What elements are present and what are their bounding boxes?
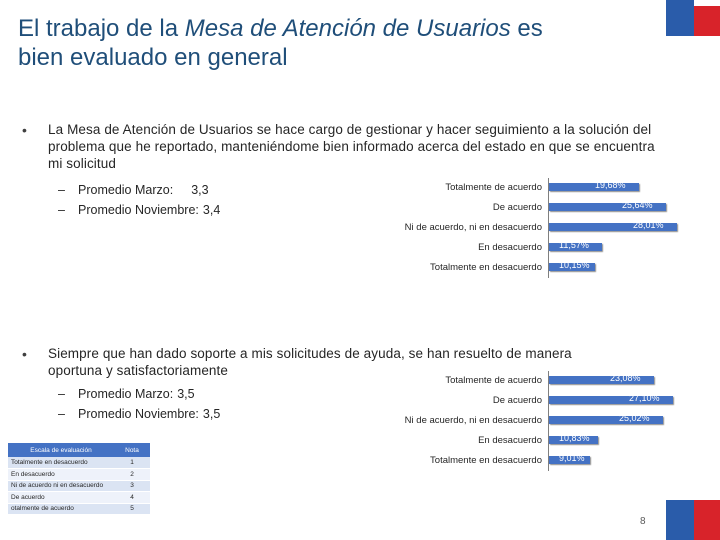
chart-row: Ni de acuerdo, ni en desacuerdo 28,01% bbox=[392, 218, 702, 238]
section-2-subitem-2: – Promedio Noviembre: 3,5 bbox=[58, 407, 221, 421]
chart-row: De acuerdo 25,64% bbox=[392, 198, 702, 218]
scale-header-nota: Nota bbox=[114, 443, 150, 457]
chart-axis bbox=[548, 371, 549, 471]
chart-row: Totalmente en desacuerdo 10,15% bbox=[392, 258, 702, 278]
title-line1-italic: Mesa de Atención de Usuarios bbox=[184, 15, 511, 42]
category-label: En desacuerdo bbox=[478, 242, 542, 253]
category-label: Ni de acuerdo, ni en desacuerdo bbox=[404, 415, 542, 426]
table-row: Ni de acuerdo ni en desacuerdo 3 bbox=[8, 480, 150, 492]
bar bbox=[549, 243, 602, 251]
data-label: 10,83% bbox=[559, 433, 590, 443]
section-2-text: Siempre que han dado soporte a mis solic… bbox=[48, 346, 572, 378]
section-1-subitem-2: – Promedio Noviembre: 3,4 bbox=[58, 203, 221, 217]
data-label: 25,02% bbox=[619, 413, 650, 423]
bar bbox=[549, 376, 654, 384]
category-label: Totalmente de acuerdo bbox=[445, 182, 542, 193]
bar bbox=[549, 263, 595, 271]
bullet-1: • bbox=[22, 122, 27, 138]
data-label: 27,10% bbox=[629, 393, 660, 403]
bar bbox=[549, 396, 673, 404]
table-row: En desacuerdo 2 bbox=[8, 468, 150, 481]
title-line1-post: es bbox=[510, 15, 543, 42]
table-row: De acuerdo 4 bbox=[8, 491, 150, 504]
bar bbox=[549, 183, 639, 191]
title-line1-pre: El trabajo de la bbox=[18, 15, 185, 42]
bar bbox=[549, 223, 677, 231]
data-label: 11,57% bbox=[559, 240, 589, 250]
bar bbox=[549, 203, 666, 211]
section-1-subitem-1: – Promedio Marzo: 3,3 bbox=[58, 183, 209, 197]
table-row: otalmente de acuerdo 5 bbox=[8, 503, 150, 515]
data-label: 23,08% bbox=[610, 373, 641, 383]
chart-row: En desacuerdo 10,83% bbox=[392, 431, 702, 451]
scale-table: Escala de evaluación Nota Totalmente en … bbox=[8, 443, 150, 515]
data-label: 19,68% bbox=[595, 180, 626, 190]
category-label: Totalmente en desacuerdo bbox=[430, 262, 542, 273]
flag-decoration-bottom bbox=[666, 500, 720, 540]
bar bbox=[549, 456, 590, 464]
title-line2: bien evaluado en general bbox=[18, 44, 288, 71]
category-label: Totalmente en desacuerdo bbox=[430, 455, 542, 466]
data-label: 28,01% bbox=[633, 220, 664, 230]
category-label: Ni de acuerdo, ni en desacuerdo bbox=[404, 222, 542, 233]
bar bbox=[549, 416, 663, 424]
chart-row: Totalmente de acuerdo 19,68% bbox=[392, 178, 702, 198]
category-label: De acuerdo bbox=[492, 202, 542, 213]
data-label: 25,64% bbox=[622, 200, 653, 210]
category-label: En desacuerdo bbox=[478, 435, 542, 446]
table-row: Totalmente en desacuerdo 1 bbox=[8, 457, 150, 469]
section-1-text: La Mesa de Atención de Usuarios se hace … bbox=[48, 122, 655, 171]
section-2-subitem-1: – Promedio Marzo: 3,5 bbox=[58, 387, 195, 401]
chart-row: Totalmente en desacuerdo 9,01% bbox=[392, 451, 702, 471]
bar-chart-2: Totalmente de acuerdo 23,08% De acuerdo 27,… bbox=[392, 371, 702, 473]
chart-row: Ni de acuerdo, ni en desacuerdo 25,02% bbox=[392, 411, 702, 431]
slide-title: El trabajo de la Mesa de Atención de Usu… bbox=[18, 14, 638, 72]
chart-row: De acuerdo 27,10% bbox=[392, 391, 702, 411]
chart-axis bbox=[548, 178, 549, 278]
page-number: 8 bbox=[640, 516, 646, 527]
category-label: Totalmente de acuerdo bbox=[445, 375, 542, 386]
bar bbox=[549, 436, 598, 444]
bar-chart-1: Totalmente de acuerdo 19,68% De acuerdo 25,… bbox=[392, 178, 702, 280]
chart-row: Totalmente de acuerdo 23,08% bbox=[392, 371, 702, 391]
chart-row: En desacuerdo 11,57% bbox=[392, 238, 702, 258]
flag-decoration-top bbox=[666, 0, 720, 36]
scale-header-escala: Escala de evaluación bbox=[8, 443, 114, 457]
data-label: 10,15% bbox=[559, 260, 590, 270]
bullet-2: • bbox=[22, 346, 27, 362]
category-label: De acuerdo bbox=[492, 395, 542, 406]
data-label: 9,01% bbox=[559, 453, 585, 463]
